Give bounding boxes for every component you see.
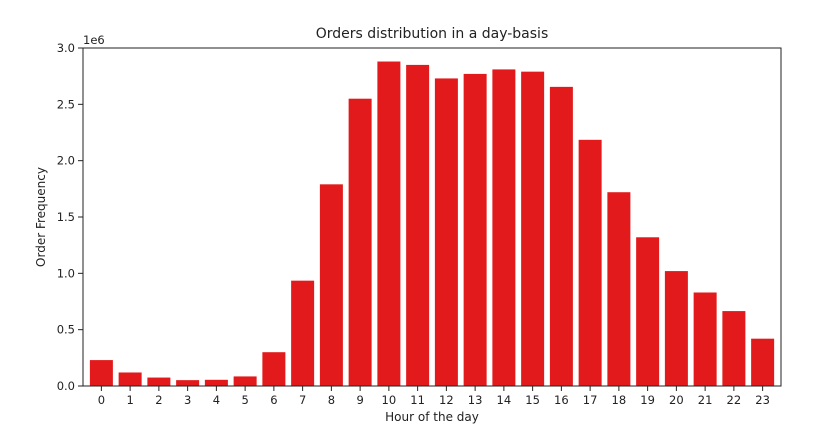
x-tick-label: 14 xyxy=(497,393,512,407)
y-tick-label: 3.0 xyxy=(57,41,75,55)
bar-hour-3 xyxy=(176,380,200,386)
bar-hour-17 xyxy=(578,139,602,386)
bar-hour-15 xyxy=(521,71,545,386)
y-tick-label: 0.0 xyxy=(57,379,75,393)
x-axis: 0 1 2 3 4 5 6 7 8 9 10 11 12 13 14 15 16 17 18 19 20 21 22 23 xyxy=(98,386,770,407)
x-tick-label: 0 xyxy=(98,393,105,407)
x-tick-label: 9 xyxy=(356,393,363,407)
bar-hour-11 xyxy=(406,64,430,387)
x-tick-label: 12 xyxy=(439,393,454,407)
bar-group xyxy=(89,61,775,387)
y-axis-label: Order Frequency xyxy=(34,167,48,267)
x-tick-label: 16 xyxy=(554,393,569,407)
x-tick-label: 6 xyxy=(270,393,277,407)
bar-hour-8 xyxy=(319,184,343,386)
bar-hour-9 xyxy=(348,98,372,386)
y-tick-label: 1.5 xyxy=(57,210,75,224)
y-tick-label: 1.0 xyxy=(57,266,75,280)
x-tick-label: 4 xyxy=(213,393,220,407)
x-tick-label: 15 xyxy=(525,393,540,407)
bar-hour-23 xyxy=(751,338,775,386)
y-scale-label: 1e6 xyxy=(83,33,105,47)
bar-hour-12 xyxy=(434,78,458,387)
x-tick-label: 7 xyxy=(299,393,306,407)
bar-hour-19 xyxy=(636,237,660,386)
x-tick-label: 21 xyxy=(698,393,713,407)
x-tick-label: 19 xyxy=(640,393,655,407)
x-tick-label: 18 xyxy=(612,393,627,407)
bar-hour-16 xyxy=(549,86,573,387)
x-tick-label: 1 xyxy=(126,393,133,407)
bar-hour-5 xyxy=(233,376,257,386)
bar-hour-1 xyxy=(118,372,142,386)
bar-hour-4 xyxy=(204,379,228,386)
bar-hour-14 xyxy=(492,69,516,386)
y-axis: 0.0 0.5 1.0 1.5 2.0 2.5 3.0 xyxy=(57,41,83,393)
bar-hour-7 xyxy=(291,280,315,386)
x-tick-label: 20 xyxy=(669,393,684,407)
x-tick-label: 5 xyxy=(241,393,248,407)
bar-hour-20 xyxy=(664,271,688,386)
x-axis-label: Hour of the day xyxy=(385,410,479,424)
x-tick-label: 8 xyxy=(328,393,335,407)
chart-title: Orders distribution in a day-basis xyxy=(316,26,549,42)
x-tick-label: 10 xyxy=(382,393,397,407)
bar-hour-2 xyxy=(147,377,171,386)
x-tick-label: 22 xyxy=(727,393,742,407)
bar-hour-18 xyxy=(607,192,631,386)
bar-hour-10 xyxy=(377,61,401,387)
bar-hour-0 xyxy=(89,360,113,386)
bar-hour-13 xyxy=(463,73,487,386)
x-tick-label: 17 xyxy=(583,393,598,407)
x-tick-label: 3 xyxy=(184,393,191,407)
y-tick-label: 0.5 xyxy=(57,323,75,337)
bar-hour-6 xyxy=(262,352,286,386)
x-tick-label: 13 xyxy=(468,393,483,407)
y-tick-label: 2.5 xyxy=(57,97,75,111)
x-tick-label: 2 xyxy=(155,393,162,407)
bar-hour-22 xyxy=(722,311,746,386)
y-tick-label: 2.0 xyxy=(57,154,75,168)
x-tick-label: 23 xyxy=(755,393,770,407)
x-tick-label: 11 xyxy=(410,393,425,407)
bar-hour-21 xyxy=(693,292,717,386)
